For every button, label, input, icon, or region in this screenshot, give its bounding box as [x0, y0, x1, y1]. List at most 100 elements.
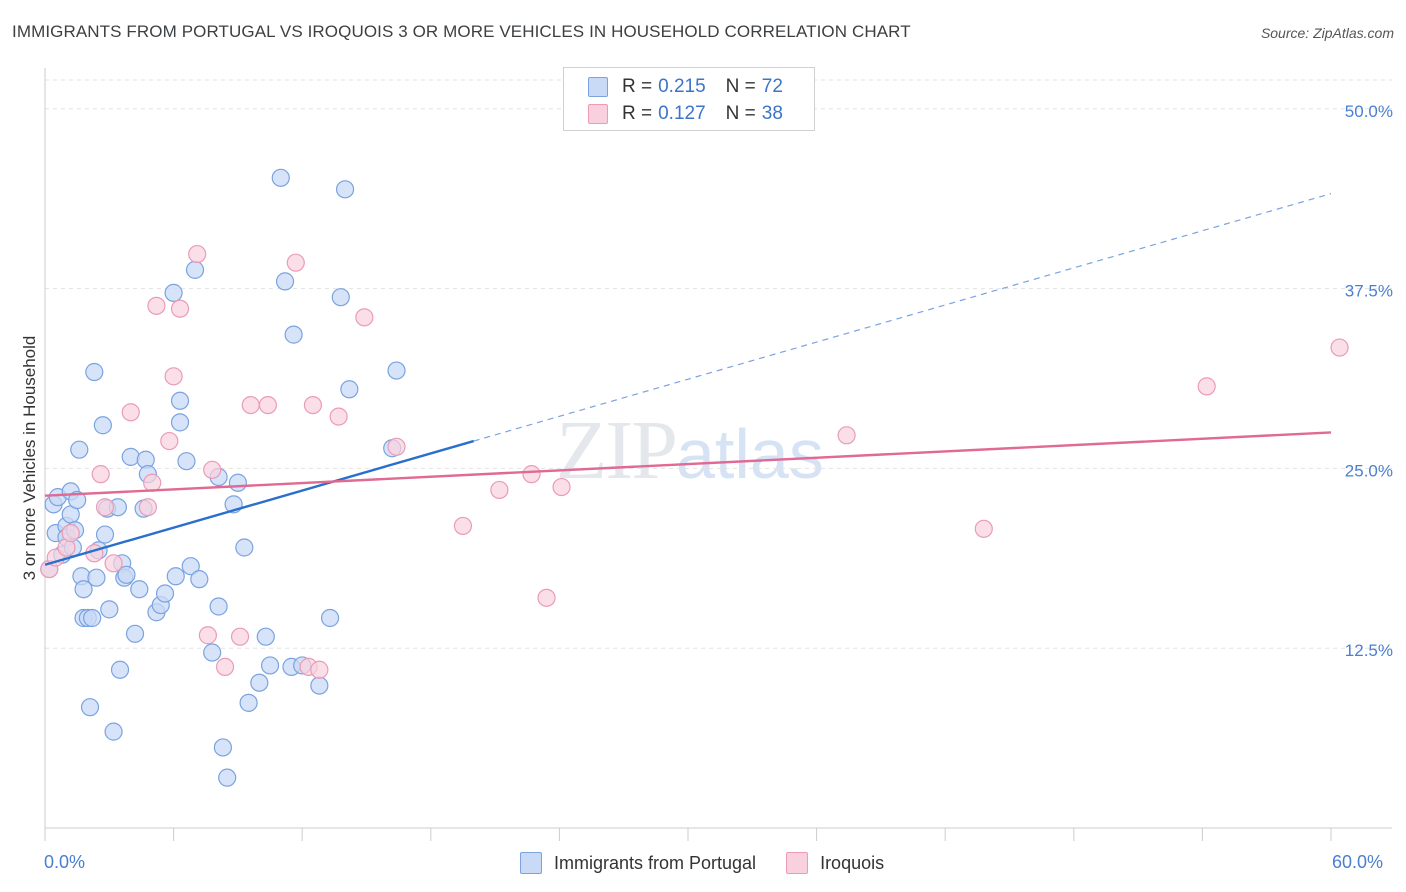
point-portugal [284, 325, 303, 344]
point-portugal [185, 260, 205, 279]
legend-row-iroquois: R = 0.127 N = 38 [588, 101, 783, 127]
point-iroquois [143, 473, 162, 492]
point-portugal [218, 768, 237, 787]
point-iroquois [188, 244, 207, 264]
point-iroquois [837, 426, 856, 445]
point-portugal [95, 525, 115, 544]
x-tick-label-min: 0.0% [44, 852, 86, 872]
point-iroquois [490, 480, 509, 500]
point-portugal [155, 584, 175, 603]
point-iroquois [95, 498, 115, 517]
point-iroquois [552, 477, 571, 497]
point-portugal [177, 452, 196, 471]
y-tick-label: 37.5% [1345, 282, 1393, 301]
point-iroquois [286, 253, 305, 272]
point-portugal [121, 447, 140, 466]
point-portugal [68, 490, 87, 510]
point-iroquois [387, 437, 406, 456]
point-iroquois [1330, 338, 1349, 357]
watermark-atlas: atlas [676, 415, 824, 493]
point-portugal [275, 272, 295, 291]
point-portugal [203, 643, 222, 662]
point-portugal [80, 698, 100, 717]
point-portugal [104, 722, 123, 741]
point-portugal [83, 608, 102, 628]
point-iroquois [241, 395, 260, 415]
point-iroquois [104, 554, 123, 573]
legend: R = 0.215 N = 72 R = 0.127 N = 38 [563, 67, 815, 131]
point-portugal [331, 288, 350, 307]
legend-r-label: R = [622, 76, 653, 97]
bottom-legend-item-iroquois: Iroquois [786, 852, 884, 874]
point-iroquois [310, 660, 329, 679]
point-iroquois [91, 465, 110, 484]
point-iroquois [230, 627, 250, 646]
legend-swatch-pink [588, 104, 608, 124]
point-portugal [117, 565, 136, 584]
point-portugal [166, 567, 185, 586]
point-portugal [130, 580, 149, 599]
point-iroquois [61, 524, 80, 543]
bottom-legend-label-portugal: Immigrants from Portugal [554, 852, 757, 873]
chart-title: IMMIGRANTS FROM PORTUGAL VS IROQUOIS 3 O… [12, 22, 911, 41]
point-portugal [125, 624, 145, 643]
bottom-legend: Immigrants from Portugal Iroquois [520, 852, 914, 874]
legend-n-label: N = [725, 103, 756, 124]
point-iroquois [198, 626, 217, 645]
x-tick-label-max: 60.0% [1332, 852, 1384, 872]
legend-swatch-blue [588, 77, 608, 97]
point-portugal [87, 568, 106, 587]
legend-row-portugal: R = 0.215 N = 72 [588, 74, 783, 100]
point-portugal [190, 570, 209, 589]
point-iroquois [355, 308, 374, 327]
point-iroquois [215, 657, 235, 676]
trendline-iroquois [44, 431, 1332, 497]
point-portugal [70, 440, 89, 459]
point-portugal [164, 283, 183, 302]
point-portugal [340, 380, 359, 399]
point-portugal [181, 557, 200, 576]
point-portugal [239, 693, 258, 712]
legend-n-label: N = [725, 76, 756, 97]
point-iroquois [170, 299, 190, 318]
point-iroquois [974, 519, 993, 538]
bottom-legend-label-iroquois: Iroquois [820, 852, 885, 873]
legend-r-value: 0.127 [658, 103, 706, 124]
y-axis-label: 3 or more Vehicles in Household [20, 335, 39, 581]
watermark: ZIPatlas [556, 402, 824, 499]
point-portugal [256, 627, 275, 646]
point-portugal [170, 391, 190, 410]
point-portugal [387, 361, 406, 380]
y-tick-label: 50.0% [1345, 102, 1393, 121]
point-iroquois [147, 296, 166, 315]
bottom-legend-swatch-pink [786, 852, 809, 874]
point-iroquois [203, 460, 222, 479]
point-iroquois [537, 588, 556, 607]
trendline-portugal [44, 439, 474, 566]
point-portugal [213, 738, 232, 757]
point-portugal [85, 362, 104, 382]
y-tick-label: 12.5% [1345, 641, 1393, 660]
source-label: Source: ZipAtlas.com [1260, 25, 1394, 41]
point-portugal [235, 538, 254, 557]
point-portugal [93, 416, 112, 435]
legend-n-value: 38 [761, 103, 783, 124]
point-portugal [170, 413, 190, 432]
point-iroquois [138, 498, 157, 517]
y-tick-label: 25.0% [1345, 461, 1393, 480]
point-portugal [250, 673, 269, 692]
point-portugal [110, 660, 130, 679]
point-iroquois [303, 395, 323, 415]
legend-n-value: 72 [761, 76, 783, 97]
point-portugal [320, 608, 340, 628]
point-iroquois [121, 403, 140, 422]
point-portugal [335, 180, 355, 199]
point-iroquois [160, 431, 179, 451]
bottom-legend-item-portugal: Immigrants from Portugal [520, 852, 756, 874]
point-iroquois [329, 407, 348, 426]
point-portugal [260, 656, 280, 675]
bottom-legend-swatch-blue [520, 852, 542, 874]
watermark-zip: ZIP [556, 404, 678, 497]
point-portugal [100, 600, 119, 619]
